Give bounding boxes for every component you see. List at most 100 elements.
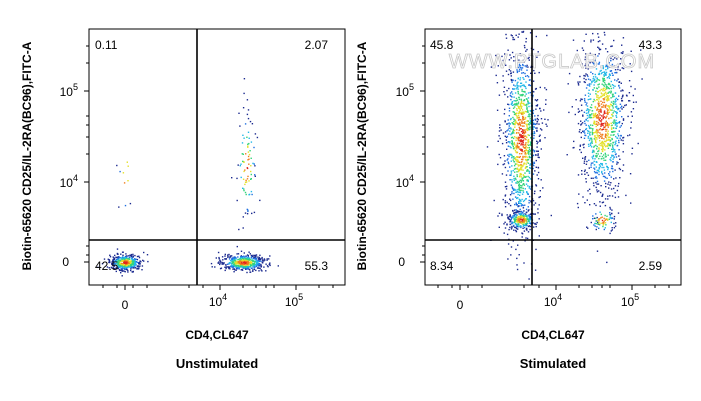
density-point: [602, 148, 604, 150]
density-point: [605, 139, 608, 141]
density-point: [504, 202, 506, 204]
density-point: [598, 98, 600, 100]
density-point: [521, 233, 524, 235]
density-point: [536, 120, 539, 123]
density-point: [526, 222, 529, 225]
density-point: [527, 152, 530, 154]
density-point: [529, 178, 532, 180]
density-point: [234, 260, 236, 262]
density-point: [534, 99, 537, 101]
density-point: [133, 259, 135, 261]
density-point: [129, 254, 131, 256]
density-point: [516, 219, 518, 222]
density-point: [620, 107, 622, 109]
density-point: [520, 106, 522, 108]
density-point: [603, 75, 605, 77]
density-point: [129, 263, 132, 265]
density-point: [218, 258, 220, 260]
density-point: [513, 96, 515, 98]
density-point: [517, 124, 520, 126]
density-point: [511, 187, 514, 189]
density-point: [622, 139, 624, 142]
density-point: [527, 162, 529, 164]
density-point: [515, 159, 517, 161]
density-point: [579, 129, 581, 131]
density-point: [610, 97, 612, 99]
density-point: [518, 142, 521, 145]
density-point: [520, 69, 523, 71]
density-point: [523, 216, 526, 219]
density-point: [522, 165, 524, 167]
density-point: [606, 95, 608, 97]
density-point: [239, 261, 241, 264]
density-point: [521, 143, 523, 145]
density-point: [594, 172, 597, 174]
density-point: [584, 173, 586, 175]
density-point: [602, 224, 604, 226]
density-point: [603, 101, 606, 104]
density-point: [513, 157, 515, 159]
density-point: [517, 77, 519, 79]
density-point: [132, 267, 135, 269]
density-point: [525, 198, 527, 200]
density-point: [597, 134, 599, 137]
density-point: [513, 179, 515, 181]
density-point: [262, 260, 264, 262]
density-point: [612, 148, 614, 150]
density-point: [583, 160, 586, 162]
quadrant-label-top-right: 2.07: [305, 38, 329, 52]
density-point: [513, 177, 515, 180]
density-point: [240, 260, 242, 263]
density-point: [606, 123, 609, 125]
y-tick-label: 105: [60, 82, 78, 99]
density-point: [227, 266, 229, 268]
density-point: [513, 111, 515, 113]
density-point: [535, 184, 537, 186]
density-point: [614, 79, 616, 81]
density-point: [249, 253, 251, 255]
density-point: [125, 258, 127, 261]
density-point: [121, 262, 123, 265]
density-point: [586, 199, 588, 201]
density-point: [259, 259, 261, 261]
density-point: [508, 122, 510, 124]
density-point: [517, 223, 519, 225]
density-point: [519, 173, 521, 176]
density-point: [599, 191, 602, 194]
density-point: [599, 155, 601, 157]
density-point: [528, 170, 531, 173]
density-point: [536, 146, 538, 148]
density-point: [512, 71, 515, 73]
density-point: [616, 107, 618, 109]
density-point: [517, 145, 519, 148]
density-point: [134, 263, 137, 266]
density-point: [522, 156, 524, 159]
density-point: [547, 119, 549, 121]
density-point: [528, 123, 530, 125]
density-point: [526, 144, 529, 146]
density-point: [126, 161, 128, 163]
density-point: [607, 154, 609, 156]
density-point: [129, 202, 132, 205]
density-point: [606, 132, 609, 134]
density-point: [608, 75, 610, 78]
density-point: [122, 260, 124, 262]
density-point: [250, 141, 253, 143]
density-point: [599, 90, 601, 92]
density-point: [523, 262, 525, 264]
density-point: [514, 123, 516, 126]
density-point: [612, 84, 615, 87]
density-point: [124, 268, 126, 270]
density-point: [225, 266, 227, 268]
density-point: [614, 72, 616, 74]
density-point: [596, 109, 599, 111]
density-point: [619, 126, 621, 128]
density-point: [522, 221, 525, 223]
density-point: [249, 269, 251, 271]
density-point: [586, 74, 588, 76]
density-point: [511, 155, 513, 157]
density-point: [599, 201, 601, 203]
density-point: [522, 59, 525, 62]
density-point: [256, 267, 259, 269]
density-point: [524, 224, 526, 226]
